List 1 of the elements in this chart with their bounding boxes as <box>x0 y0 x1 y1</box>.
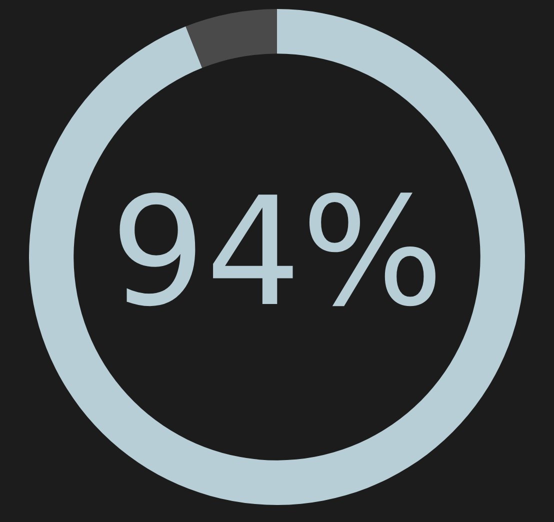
text: 94% <box>110 166 444 340</box>
